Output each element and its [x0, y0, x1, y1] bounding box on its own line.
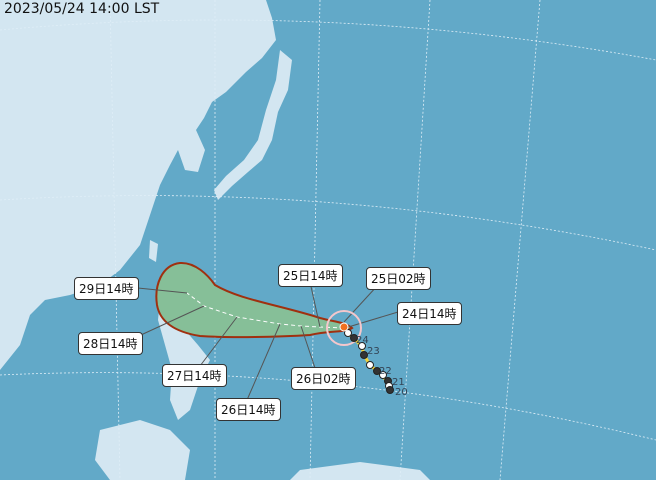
track-date-24: 24: [356, 335, 369, 346]
current-radius-circle: [326, 310, 362, 346]
track-date-22: 22: [379, 366, 392, 377]
forecast-cone: [155, 261, 354, 339]
forecast-label-27-14: 27日14時: [162, 364, 227, 387]
forecast-label-25-02: 25日02時: [366, 267, 431, 290]
track-date-20: 20: [395, 387, 408, 398]
label-leaders: [127, 281, 399, 401]
track-date-21: 21: [392, 377, 405, 388]
forecast-label-29-14: 29日14時: [74, 277, 139, 300]
forecast-label-28-14: 28日14時: [78, 332, 143, 355]
timestamp: 2023/05/24 14:00 LST: [4, 1, 160, 17]
land: [0, 0, 430, 480]
forecast-label-26-02: 26日02時: [291, 367, 356, 390]
forecast-label-25-14: 25日14時: [278, 264, 343, 287]
forecast-label-24-14: 24日14時: [397, 302, 462, 325]
forecast-label-26-14: 26日14時: [216, 398, 281, 421]
past-track-points: [344, 329, 394, 394]
current-position-marker: [339, 322, 349, 332]
track-date-23: 23: [367, 346, 380, 357]
